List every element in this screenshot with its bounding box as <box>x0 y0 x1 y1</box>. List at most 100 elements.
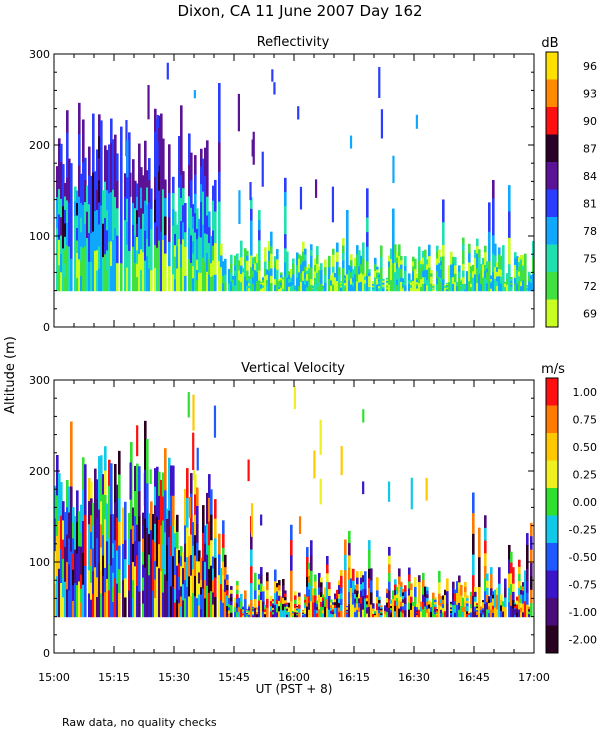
radar-cell <box>76 203 79 217</box>
radar-cell <box>228 268 231 277</box>
radar-cell <box>376 596 379 605</box>
radar-cell <box>400 591 403 598</box>
radar-cell <box>258 280 261 292</box>
radar-cell <box>354 257 357 267</box>
radar-cell <box>172 241 175 259</box>
radar-cell <box>82 247 85 292</box>
radar-cell <box>116 263 119 292</box>
radar-cell <box>460 595 463 607</box>
radar-cell <box>396 263 399 270</box>
radar-cell <box>356 584 359 592</box>
radar-cell <box>394 595 397 602</box>
radar-cell <box>302 280 305 292</box>
radar-cell <box>282 279 285 282</box>
radar-cell <box>108 193 111 243</box>
radar-cell <box>262 601 265 608</box>
colorbar-swatch <box>546 272 558 300</box>
radar-cell <box>324 259 327 268</box>
radar-cell <box>248 614 251 618</box>
velocity-units: m/s <box>541 362 565 377</box>
radar-cell <box>500 599 503 606</box>
radar-cell <box>418 246 421 255</box>
radar-cell <box>204 561 207 581</box>
radar-cell <box>226 590 229 597</box>
radar-cell <box>412 261 415 267</box>
radar-cell <box>96 250 99 272</box>
radar-cell <box>310 601 313 618</box>
radar-cell <box>324 606 327 618</box>
radar-cell <box>194 155 197 176</box>
radar-cell <box>192 278 195 292</box>
radar-cell <box>104 543 107 569</box>
radar-cell <box>504 588 507 599</box>
radar-cell <box>234 260 237 267</box>
radar-cell <box>158 471 161 497</box>
radar-cell <box>352 592 355 606</box>
radar-cell <box>284 590 287 595</box>
radar-cell <box>418 609 421 618</box>
radar-cell <box>240 601 243 610</box>
radar-cell <box>416 278 419 281</box>
radar-cell <box>144 140 147 172</box>
radar-cell <box>184 543 187 563</box>
radar-cell <box>404 591 407 599</box>
radar-cell <box>358 607 361 613</box>
radar-cell <box>304 597 307 601</box>
radar-cell <box>76 521 79 555</box>
radar-cell <box>522 612 525 618</box>
radar-cell <box>56 228 59 261</box>
radar-cell <box>320 283 323 292</box>
radar-cell <box>214 195 217 213</box>
radar-cell <box>110 118 113 144</box>
radar-cell <box>454 282 457 292</box>
radar-cell <box>108 144 111 194</box>
radar-cell <box>454 597 457 602</box>
radar-cell <box>64 546 67 583</box>
radar-cell <box>116 235 119 264</box>
radar-cell <box>106 270 109 292</box>
radar-cell <box>430 287 433 292</box>
radar-cell <box>236 603 239 609</box>
radar-cell <box>458 589 461 597</box>
radar-cell <box>528 606 531 610</box>
radar-cell <box>208 258 211 276</box>
radar-cell <box>338 282 341 292</box>
radar-cell <box>332 260 335 268</box>
radar-cell <box>474 266 477 275</box>
radar-cell <box>336 589 339 600</box>
radar-cell <box>390 599 393 603</box>
radar-echo <box>387 481 391 502</box>
radar-cell <box>292 279 295 286</box>
radar-cell <box>268 250 271 262</box>
radar-cell <box>134 235 137 264</box>
radar-cell <box>460 284 463 287</box>
radar-cell <box>518 595 521 603</box>
radar-cell <box>402 592 405 597</box>
radar-cell <box>126 244 129 269</box>
radar-cell <box>78 259 81 292</box>
radar-cell <box>64 209 67 224</box>
radar-cell <box>328 589 331 597</box>
radar-cell <box>372 287 375 290</box>
radar-cell <box>372 284 375 287</box>
radar-cell <box>120 181 123 210</box>
radar-cell <box>306 287 309 292</box>
radar-cell <box>490 595 493 604</box>
radar-cell <box>320 597 323 603</box>
radar-cell <box>122 543 125 581</box>
radar-cell <box>476 283 479 292</box>
radar-cell <box>132 246 135 270</box>
radar-cell <box>112 543 115 559</box>
radar-cell <box>446 284 449 287</box>
radar-cell <box>264 261 267 270</box>
radar-cell <box>426 274 429 281</box>
radar-cell <box>456 592 459 606</box>
radar-cell <box>490 574 493 582</box>
radar-cell <box>354 274 357 284</box>
radar-cell <box>526 556 529 570</box>
radar-cell <box>452 604 455 612</box>
radar-cell <box>142 564 145 579</box>
radar-cell <box>242 609 245 611</box>
radar-cell <box>278 288 281 292</box>
radar-cell <box>364 276 367 281</box>
